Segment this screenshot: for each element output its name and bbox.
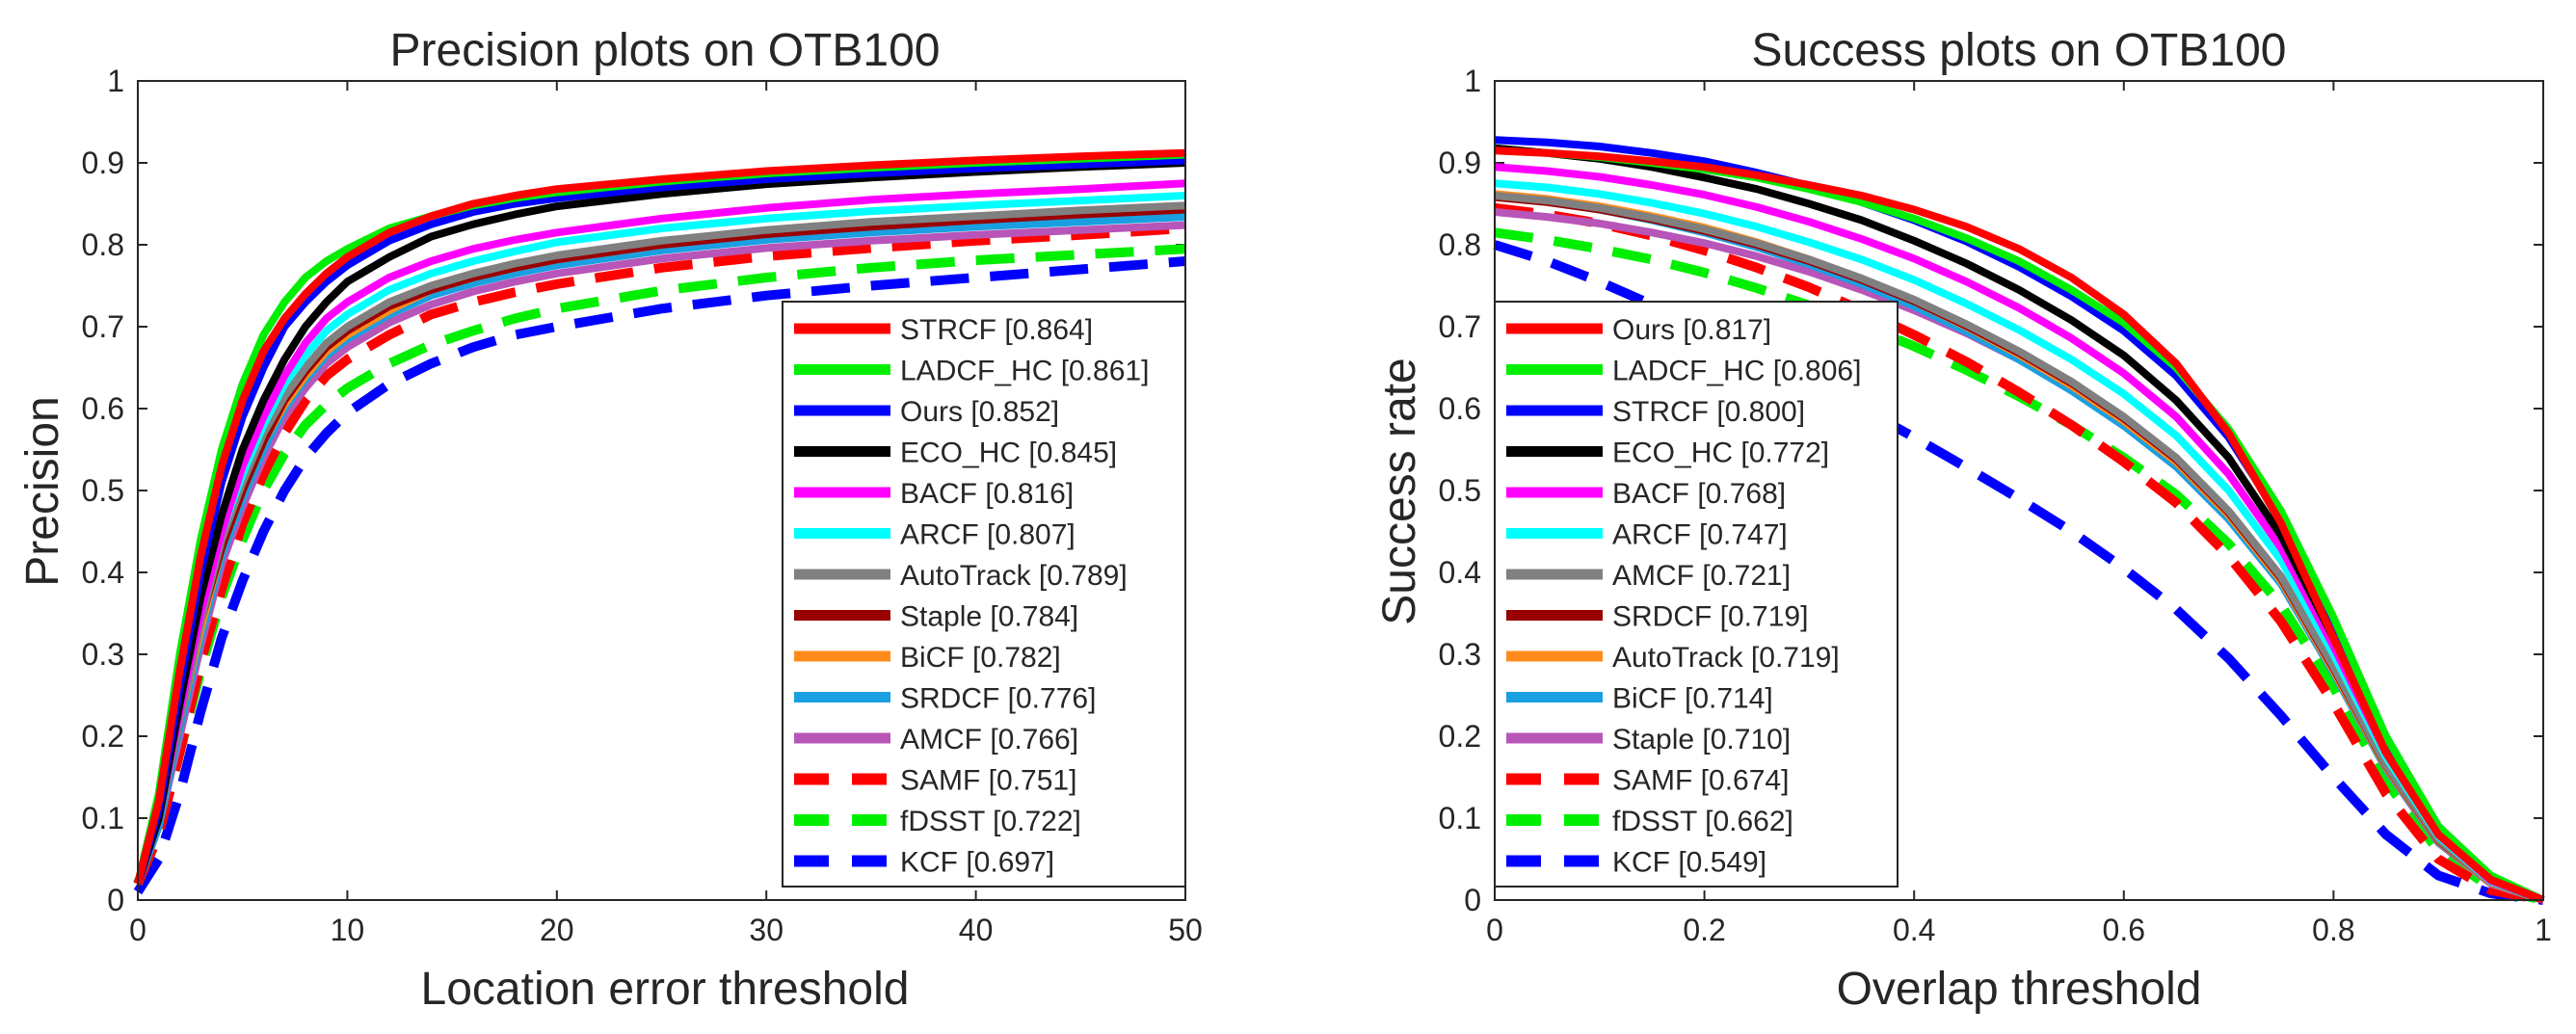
- success-legend-label-strcf: STRCF [0.800]: [1612, 396, 1805, 428]
- precision-x-axis-label: Location error threshold: [421, 964, 910, 1015]
- success-series-line-ours: [1494, 146, 2545, 904]
- precision-series-line-bacf: [134, 179, 1186, 886]
- precision-chart: Precision plots on OTB100 Location error…: [17, 25, 1203, 1015]
- success-y-tick-label: 0.2: [1439, 719, 1481, 754]
- success-x-tick-label: 1: [2535, 913, 2552, 947]
- precision-legend-label-kcf: KCF [0.697]: [900, 847, 1054, 879]
- precision-y-tick-label: 0.1: [82, 801, 124, 835]
- precision-y-tick-label: 0.3: [82, 637, 124, 672]
- precision-legend: STRCF [0.864] LADCF_HC [0.861] Ours [0.852…: [782, 301, 1186, 888]
- success-legend-label-srdcf: SRDCF [0.719]: [1612, 601, 1808, 633]
- precision-x-tick-label: 30: [749, 913, 783, 947]
- success-y-tick-label: 0: [1464, 883, 1481, 917]
- success-x-tick-label: 0.2: [1683, 913, 1725, 947]
- success-y-tick-label: 0.9: [1439, 146, 1481, 180]
- precision-series-line-samf: [133, 224, 1186, 886]
- precision-series-line-eco-hc: [134, 159, 1186, 886]
- success-legend-label-autotrack: AutoTrack [0.719]: [1612, 642, 1840, 674]
- precision-y-tick-label: 1: [107, 64, 124, 98]
- success-y-axis-label: Success rate: [1374, 358, 1425, 624]
- precision-legend-label-staple: Staple [0.784]: [900, 601, 1078, 633]
- precision-x-tick-label: 10: [331, 913, 365, 947]
- success-legend-label-samf: SAMF [0.674]: [1612, 765, 1789, 797]
- precision-chart-title: Precision plots on OTB100: [390, 25, 941, 76]
- success-y-tick-label: 0.3: [1439, 637, 1481, 672]
- success-legend-label-bacf: BACF [0.768]: [1612, 478, 1786, 510]
- precision-legend-label-bacf: BACF [0.816]: [900, 478, 1074, 510]
- success-legend-label-kcf: KCF [0.549]: [1612, 847, 1766, 879]
- success-legend-label-eco-hc: ECO_HC [0.772]: [1612, 437, 1829, 469]
- success-legend-label-amcf: AMCF [0.721]: [1612, 560, 1791, 592]
- success-x-tick-label: 0: [1486, 913, 1503, 947]
- success-legend-label-bicf: BiCF [0.714]: [1612, 683, 1773, 715]
- precision-legend-label-ours: Ours [0.852]: [900, 396, 1059, 428]
- precision-x-tick-label: 40: [959, 913, 994, 947]
- success-legend-label-arcf: ARCF [0.747]: [1612, 519, 1788, 551]
- precision-legend-label-samf: SAMF [0.751]: [900, 765, 1076, 797]
- success-ticks: 0 0.1 0.2 0.3 0.4 0.5 0.6 0.7 0.8 0.9 1 0 0.2 0.4 0.6 0…: [1439, 64, 2552, 947]
- precision-series-line-strcf: [134, 148, 1186, 885]
- success-x-axis-label: Overlap threshold: [1837, 964, 2202, 1015]
- success-x-tick-label: 0.6: [2103, 913, 2145, 947]
- precision-legend-box: [782, 301, 1186, 888]
- success-legend-label-ladcf-hc: LADCF_HC [0.806]: [1612, 356, 1861, 387]
- precision-legend-label-srdcf: SRDCF [0.776]: [900, 683, 1096, 715]
- success-y-tick-label: 0.7: [1439, 309, 1481, 344]
- precision-legend-label-ladcf-hc: LADCF_HC [0.861]: [900, 356, 1149, 387]
- precision-series-line-kcf: [133, 256, 1186, 895]
- success-lines: [1493, 136, 2545, 905]
- precision-y-tick-label: 0.2: [82, 719, 124, 754]
- precision-y-tick-label: 0.4: [82, 555, 124, 590]
- precision-lines: [133, 148, 1186, 895]
- success-series-line-amcf: [1494, 192, 2545, 904]
- precision-y-tick-label: 0: [107, 883, 124, 917]
- success-legend-label-ours: Ours [0.817]: [1612, 314, 1771, 346]
- precision-x-tick-label: 0: [129, 913, 146, 947]
- success-legend-label-fdsst: fDSST [0.662]: [1612, 806, 1793, 837]
- precision-legend-label-amcf: AMCF [0.766]: [900, 724, 1078, 756]
- success-y-tick-label: 0.1: [1439, 801, 1481, 835]
- precision-legend-label-bicf: BiCF [0.782]: [900, 642, 1061, 674]
- success-legend-label-staple: Staple [0.710]: [1612, 724, 1791, 756]
- success-x-tick-label: 0.8: [2312, 913, 2354, 947]
- precision-legend-label-autotrack: AutoTrack [0.789]: [900, 560, 1128, 592]
- success-y-tick-label: 0.4: [1439, 555, 1481, 590]
- precision-legend-label-arcf: ARCF [0.807]: [900, 519, 1076, 551]
- success-x-tick-label: 0.4: [1893, 913, 1935, 947]
- success-legend: Ours [0.817] LADCF_HC [0.806] STRCF [0.800…: [1494, 301, 1899, 888]
- success-legend-box: [1494, 301, 1899, 888]
- precision-y-axis-label: Precision: [17, 396, 68, 586]
- precision-ticks: 00.10.20.30.40.50.60.70.80.910 10 20 30 40 50: [82, 64, 1203, 947]
- success-chart: Success plots on OTB100 Overlap threshol…: [1374, 25, 2552, 1015]
- precision-x-tick-label: 50: [1168, 913, 1203, 947]
- success-y-tick-label: 0.5: [1439, 473, 1481, 508]
- precision-y-tick-label: 0.7: [82, 309, 124, 344]
- success-y-tick-label: 0.8: [1439, 227, 1481, 262]
- precision-y-tick-label: 0.6: [82, 391, 124, 426]
- precision-y-tick-label: 0.8: [82, 227, 124, 262]
- precision-x-tick-label: 20: [540, 913, 574, 947]
- success-series-line-samf: [1494, 202, 2544, 905]
- precision-legend-label-eco-hc: ECO_HC [0.845]: [900, 437, 1117, 469]
- precision-y-tick-label: 0.9: [82, 146, 124, 180]
- precision-legend-label-fdsst: fDSST [0.722]: [900, 806, 1081, 837]
- success-chart-title: Success plots on OTB100: [1752, 25, 2287, 76]
- success-y-tick-label: 0.6: [1439, 391, 1481, 426]
- precision-legend-label-strcf: STRCF [0.864]: [900, 314, 1093, 346]
- precision-y-tick-label: 0.5: [82, 473, 124, 508]
- success-y-tick-label: 1: [1464, 64, 1481, 98]
